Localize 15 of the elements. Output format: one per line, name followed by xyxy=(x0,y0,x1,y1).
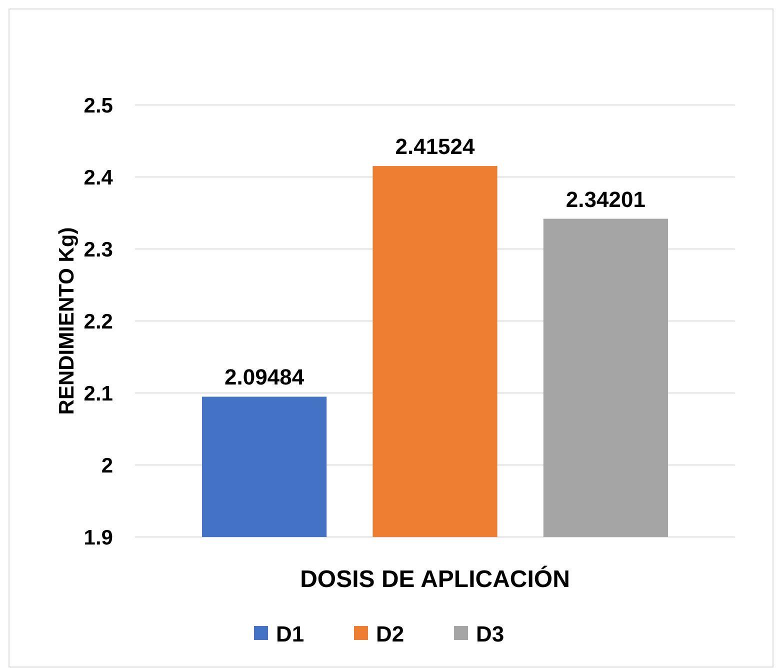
legend-label: D2 xyxy=(376,622,404,647)
y-tick-label: 2 xyxy=(101,454,113,478)
data-label: 2.34201 xyxy=(566,186,646,212)
y-axis-title: RENDIMIENTO Kg) xyxy=(55,227,78,415)
y-tick-label: 2.2 xyxy=(84,310,113,334)
x-axis-title: DOSIS DE APLICACIÓN xyxy=(300,565,570,593)
legend-label: D3 xyxy=(476,622,504,647)
data-label: 2.09484 xyxy=(224,364,305,390)
y-tick-label: 2.1 xyxy=(84,382,114,406)
y-tick-label: 2.5 xyxy=(84,94,114,118)
y-tick-label: 1.9 xyxy=(84,526,113,550)
legend-label: D1 xyxy=(276,622,304,647)
y-tick-label: 2.3 xyxy=(84,238,113,262)
y-tick-label: 2.4 xyxy=(84,166,114,190)
data-label: 2.41524 xyxy=(395,134,476,160)
